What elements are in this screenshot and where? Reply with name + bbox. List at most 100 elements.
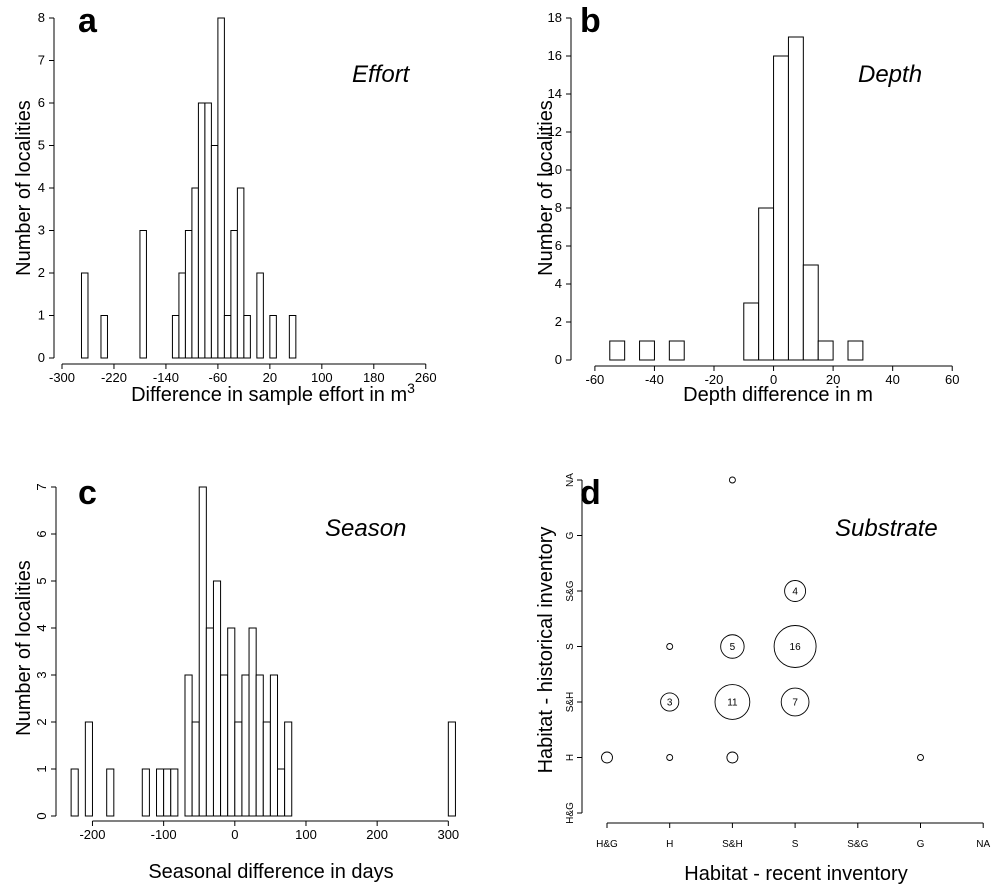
panel-c-bar (241, 674, 250, 817)
panel-c-bar (156, 768, 165, 817)
panel-a-x-tick-label: 20 (263, 370, 277, 385)
panel-b-title: Depth (858, 61, 922, 88)
panel-a-y-tick-label: 0 (38, 350, 45, 365)
panel-d-substrate-bubble: d Substrate H&G H S&H S S&G G NA H&G H S&H S S&G G NA… (535, 473, 990, 885)
panel-c-letter: c (78, 474, 97, 512)
panel-a-y-tick-label: 3 (38, 223, 45, 238)
panel-a-bar (139, 230, 147, 359)
panel-d-y-tick-label: G (565, 531, 576, 539)
panel-a-ylabel: Number of localities (13, 100, 35, 276)
panel-c-bar (191, 721, 200, 817)
panel-d-y-tick-label: S (565, 643, 576, 650)
panel-c-y-tick-label: 6 (34, 530, 49, 537)
panel-b-x-tick-label: -60 (585, 372, 604, 387)
panel-a-bar (191, 187, 199, 359)
panel-b-bar (802, 264, 819, 361)
panel-c-y-tick-label: 7 (34, 483, 49, 490)
panel-d-bubble (784, 580, 807, 602)
panel-d-y-tick-label: S&H (565, 692, 576, 713)
panel-d-bubble-label: 16 (790, 642, 802, 653)
panel-b-y-tick-label: 12 (548, 124, 562, 139)
panel-a-bar (171, 315, 180, 359)
panel-d-bubble (666, 754, 674, 761)
panel-b-letter: b (580, 2, 601, 40)
panel-d-y-tick-label: H&G (565, 802, 576, 824)
panel-b-bars (609, 36, 864, 361)
panel-c-x-tick-label: 200 (366, 827, 388, 842)
panel-d-bubble (714, 684, 751, 720)
panel-a-title: Effort (352, 61, 411, 88)
panel-b-bar (609, 340, 626, 361)
panel-b-y-tick-label: 6 (555, 238, 562, 253)
panel-c-bar (141, 768, 150, 817)
panel-a-bar (178, 272, 186, 359)
panel-d-xlabel: Habitat - recent inventory (684, 863, 907, 885)
panel-b-y-tick-label: 4 (555, 276, 562, 291)
panel-d-bubble-label: 5 (730, 642, 736, 653)
panel-b-bar (743, 302, 760, 361)
panel-a-letter: a (78, 2, 98, 40)
panel-a-x-tick-label: 260 (415, 370, 437, 385)
panel-b-bar (668, 340, 685, 361)
panel-c-x-tick-label: 100 (295, 827, 317, 842)
panel-d-x-tick-label: S (792, 839, 799, 850)
panel-c-bar (248, 627, 257, 817)
panel-c-axes: -200 -100 0 100 200 300 0 1 2 3 4 5 6 7 (34, 483, 459, 842)
panel-b-bar (758, 207, 775, 361)
panel-b-x-tick-label: 40 (885, 372, 899, 387)
panel-a-bar (230, 230, 238, 359)
panel-b-axes: -60 -40 -20 0 20 40 60 0 2 4 6 8 10 12 14 16 18 (548, 10, 960, 387)
panel-c-bar (170, 768, 179, 817)
panel-d-bubble-label: 11 (727, 698, 738, 709)
panel-a-x-tick-label: -140 (153, 370, 179, 385)
panel-c-y-tick-label: 5 (34, 577, 49, 584)
panel-b-x-tick-label: -40 (645, 372, 664, 387)
panel-a-bar (210, 145, 219, 359)
panel-a-bar (204, 102, 212, 359)
panel-c-bar (262, 721, 271, 817)
panel-c-bar (255, 674, 264, 817)
panel-c-bar (163, 768, 172, 817)
panel-b-y-tick-label: 10 (548, 162, 562, 177)
panel-c-bar (212, 580, 222, 817)
panel-b-bar (787, 36, 804, 361)
panel-a-bar (197, 102, 206, 359)
panel-a-y-tick-label: 2 (38, 265, 45, 280)
panel-b-y-tick-label: 0 (555, 352, 562, 367)
panel-c-bar (106, 768, 115, 817)
panel-c-y-tick-label: 3 (34, 671, 49, 678)
panel-b-y-tick-label: 16 (548, 48, 562, 63)
panel-b-y-tick-label: 2 (555, 314, 562, 329)
panel-a-effort-histogram: a Effort -300 -220 -140 -60 20 100 180 260 0 1 2 3 4… (13, 2, 437, 406)
panel-d-x-tick-label: G (917, 839, 925, 850)
panel-c-bars (70, 486, 456, 817)
panel-d-ylabel: Habitat - historical inventory (535, 527, 557, 774)
panel-b-xlabel: Depth difference in m (683, 384, 873, 406)
panel-b-bar (847, 340, 864, 361)
panel-c-bar (220, 674, 229, 817)
panel-a-xlabel: Difference in sample effort in m3 (131, 380, 415, 406)
panel-b-y-tick-label: 14 (548, 86, 562, 101)
panel-c-xlabel: Seasonal difference in days (148, 861, 393, 883)
panel-b-depth-histogram: b Depth -60 -40 -20 0 20 40 60024681012141618 … (535, 2, 959, 406)
panel-a-axes: -300 -220 -140 -60 20 100 180 260 0 1 2 3 4 5 6 7 8 (38, 10, 437, 385)
panel-c-bar (198, 486, 207, 817)
panel-a-bar (288, 315, 297, 359)
panel-a-y-tick-label: 7 (38, 53, 45, 68)
panel-b-bar (817, 340, 834, 361)
panel-c-bar (205, 627, 214, 817)
panel-b-x-tick-label: 60 (945, 372, 959, 387)
panel-a-bar (80, 272, 89, 359)
panel-a-bar (217, 17, 225, 359)
panel-c-bar (70, 768, 79, 817)
panel-d-bubble (720, 634, 745, 659)
panel-d-y-tick-label: H (565, 754, 576, 761)
panel-c-title: Season (325, 515, 406, 542)
panel-a-y-tick-label: 6 (38, 95, 45, 110)
panel-a-bars (80, 17, 297, 359)
panel-b-bar (773, 55, 789, 361)
panel-a-bar (243, 315, 251, 359)
panel-a-bar (269, 315, 277, 359)
panel-c-season-histogram: c Season -200 -100 0 100 200 300 0 1 2 3 4 5 6 7 Seas… (13, 474, 459, 883)
